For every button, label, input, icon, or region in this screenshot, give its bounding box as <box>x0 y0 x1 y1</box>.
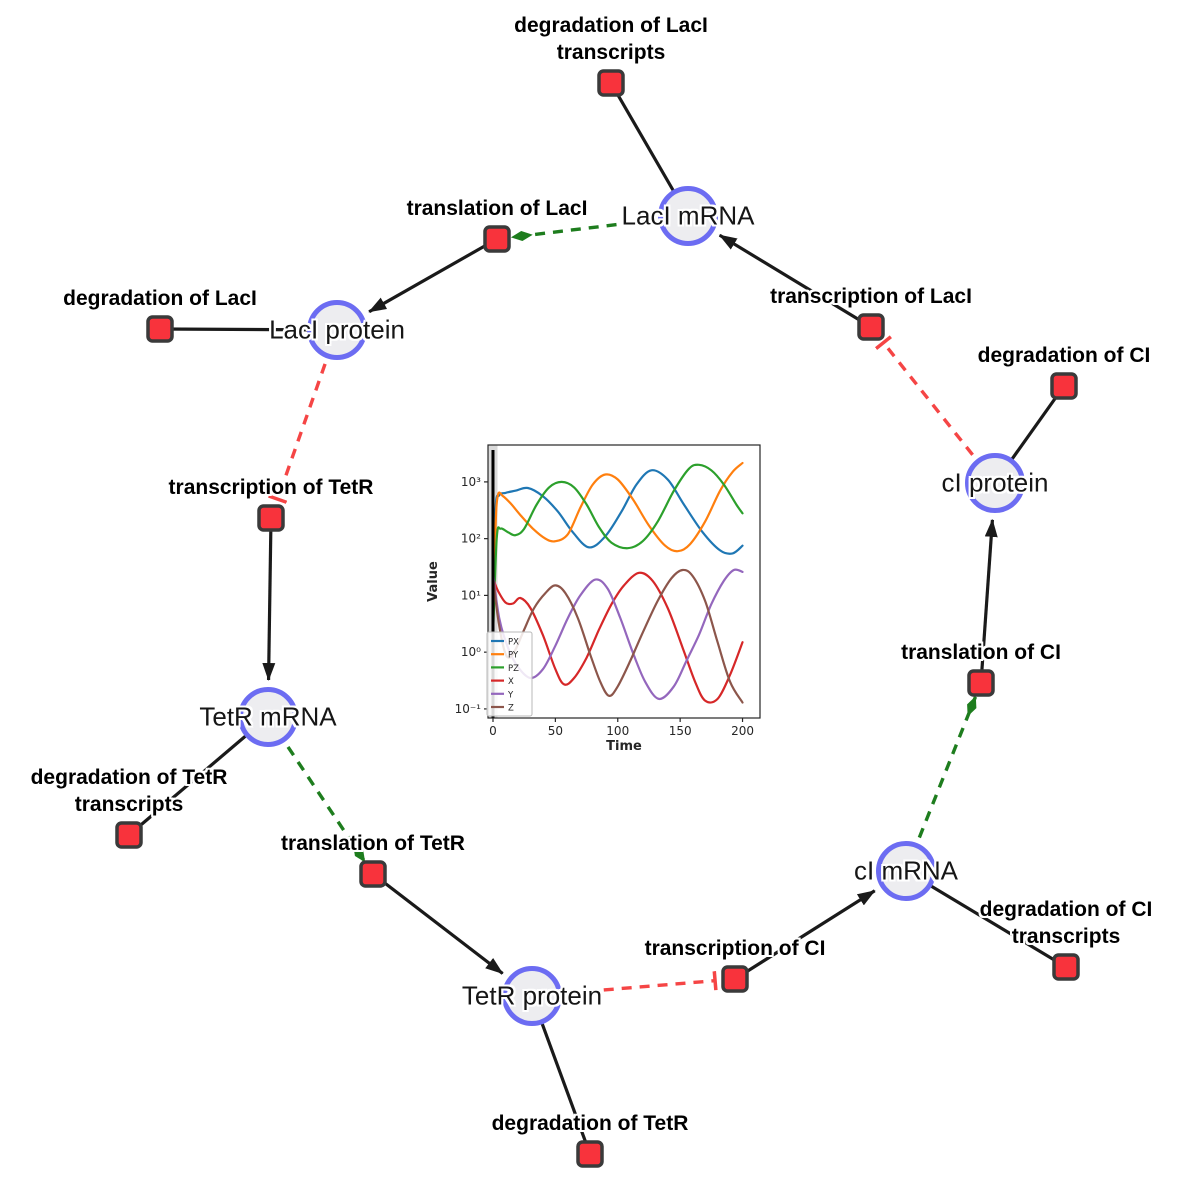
reaction-node-deg-laci-tx[interactable] <box>597 69 625 97</box>
plot-y-tick-label: 10³ <box>461 475 481 489</box>
edge-product-tl-tetr-tetr-protein <box>372 872 504 975</box>
reaction-node-tx-tetr[interactable] <box>257 504 285 532</box>
legend-label-Z: Z <box>508 704 514 714</box>
edge-product-tx-ci-ci-mrna <box>734 889 876 981</box>
reaction-node-tx-ci[interactable] <box>721 965 749 993</box>
plot-x-tick-label: 50 <box>548 724 563 738</box>
plot-ylabel: Value <box>426 561 441 602</box>
plot-xlabel: Time <box>606 739 642 754</box>
species-node-tetr-mrna[interactable] <box>238 687 298 747</box>
plot-series-PX <box>491 469 744 637</box>
edge-activation-tetr-mrna-tl-tetr <box>266 716 367 863</box>
legend-label-PZ: PZ <box>508 664 519 674</box>
plot-y-tick-label: 10⁻¹ <box>455 702 482 716</box>
species-node-ci-mrna[interactable] <box>876 841 936 901</box>
nodes-layer <box>115 69 1080 1168</box>
reaction-node-tl-laci[interactable] <box>483 225 511 253</box>
edge-reactant-ci-mrna-deg-ci-tx <box>905 869 1067 969</box>
reaction-node-deg-laci[interactable] <box>146 315 174 343</box>
species-node-laci-mrna[interactable] <box>658 186 718 246</box>
legend-label-Y: Y <box>507 690 514 700</box>
plot-x-tick-label: 0 <box>489 724 497 738</box>
edge-reactant-tetr-mrna-deg-tetr-tx <box>127 715 270 837</box>
plot-axes-box <box>487 444 761 719</box>
plot-y-tick-label: 10² <box>461 532 481 546</box>
edges-layer <box>127 82 1067 1155</box>
plot-series-PY <box>491 461 744 637</box>
reaction-node-deg-ci-tx[interactable] <box>1052 953 1080 981</box>
edge-product-tx-laci-laci-mrna <box>718 233 872 329</box>
time-course-plot: 0 50 100 150 20010³10²10¹10⁰10⁻¹TimeValuePXP… <box>426 444 761 754</box>
plot-legend-box <box>486 631 533 717</box>
species-node-tetr-protein[interactable] <box>502 966 562 1026</box>
reaction-node-tl-ci[interactable] <box>967 669 995 697</box>
reaction-node-deg-ci[interactable] <box>1050 372 1078 400</box>
plot-series-X <box>491 571 744 704</box>
reaction-node-deg-tetr[interactable] <box>576 1140 604 1168</box>
edge-product-tx-tetr-tetr-mrna <box>262 517 276 682</box>
legend-label-PY: PY <box>508 651 519 661</box>
plot-y-tick-label: 10¹ <box>461 588 481 602</box>
plot-legend: PX PY PZ XYZ <box>486 631 533 717</box>
plot-x-tick-label: 200 <box>731 724 754 738</box>
plot-x-tick-label: 100 <box>606 724 629 738</box>
edge-product-tl-laci-laci-protein <box>368 237 498 314</box>
plot-x-tick-label: 150 <box>669 724 692 738</box>
edge-product-tl-ci-ci-protein <box>979 518 998 684</box>
edge-activation-laci-mrna-tl-laci <box>510 214 689 241</box>
reaction-node-tx-laci[interactable] <box>857 313 885 341</box>
species-node-ci-protein[interactable] <box>965 453 1025 513</box>
edge-inhibition-tetr-protein-tx-ci <box>531 971 718 998</box>
plot-y-tick-label: 10⁰ <box>461 645 481 659</box>
plot-series-PZ <box>491 463 744 637</box>
species-node-laci-protein[interactable] <box>307 300 367 360</box>
edge-inhibition-ci-protein-tx-laci <box>874 335 997 485</box>
reaction-node-deg-tetr-tx[interactable] <box>115 821 143 849</box>
time-course-inset: 0 50 100 150 200 10³ 10² 10¹ 10⁰ 10⁻¹ Time Value PX P… <box>425 430 785 764</box>
reaction-node-tl-tetr[interactable] <box>359 860 387 888</box>
edge-inhibition-laci-protein-tx-tetr <box>268 329 339 504</box>
legend-label-X: X <box>508 677 514 687</box>
legend-label-PX: PX <box>508 638 519 648</box>
edge-activation-ci-mrna-tl-ci <box>904 696 978 872</box>
